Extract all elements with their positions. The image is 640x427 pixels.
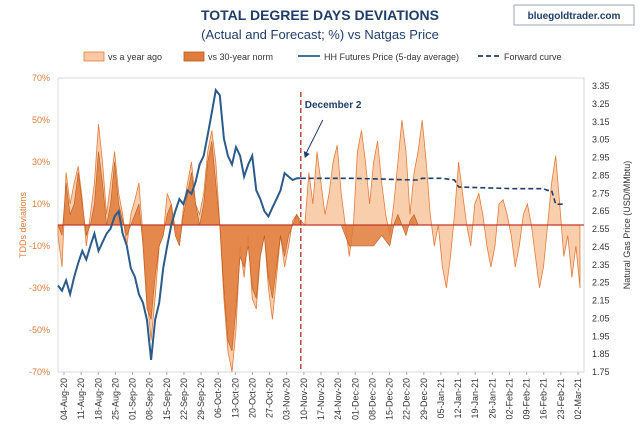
series-vs-30yr-norm-area xyxy=(57,140,419,352)
plot-area: 70% 50% 30% 10% -10% -30% -50% -70% 3.35 3.25 3.15… xyxy=(18,73,632,420)
y2-tick-label: 1.75 xyxy=(592,367,610,377)
x-tick-label: 04-Aug-20 xyxy=(59,378,69,420)
x-tick-label: 16-Feb-21 xyxy=(539,378,549,420)
y2-tick-label: 2.65 xyxy=(592,206,610,216)
legend-forward-curve-label: Forward curve xyxy=(504,52,562,62)
x-tick-label: 19-Jan-21 xyxy=(470,378,480,419)
legend-vs-30yr-norm-swatch xyxy=(183,51,205,62)
y2-tick-label: 2.05 xyxy=(592,313,610,323)
y-tick-label: -70% xyxy=(29,367,50,377)
y2-tick-label: 3.05 xyxy=(592,135,610,145)
x-tick-label: 09-Feb-21 xyxy=(522,378,532,420)
y2-axis-title: Natural Gas Price (USD/MMbtu) xyxy=(622,161,632,290)
annotation-december-2: December 2 xyxy=(305,100,362,111)
x-tick-label: 17-Nov-20 xyxy=(316,378,326,420)
x-tick-label: 08-Sep-20 xyxy=(145,378,155,420)
x-tick-label: 20-Oct-20 xyxy=(247,378,257,418)
x-tick-label: 15-Sep-20 xyxy=(162,378,172,420)
legend-forward-curve: Forward curve xyxy=(478,52,562,62)
x-tick-label: 29-Dec-20 xyxy=(419,378,429,420)
chart-subtitle: (Actual and Forecast; %) vs Natgas Price xyxy=(201,27,439,42)
x-tick-label: 22-Sep-20 xyxy=(179,378,189,420)
x-tick-label: 27-Oct-20 xyxy=(265,378,275,418)
x-tick-label: 12-Jan-21 xyxy=(453,378,463,419)
y-tick-label: -50% xyxy=(29,325,50,335)
y-tick-label: -10% xyxy=(29,241,50,251)
x-tick-label: 05-Jan-21 xyxy=(436,378,446,419)
x-tick-label: 25-Aug-20 xyxy=(110,378,120,420)
x-tick-label: 24-Nov-20 xyxy=(333,378,343,420)
y2-tick-label: 2.15 xyxy=(592,296,610,306)
y2-tick-label: 3.15 xyxy=(592,117,610,127)
annotation-arrow-head xyxy=(303,151,310,158)
x-tick-label: 08-Dec-20 xyxy=(367,378,377,420)
brand-box[interactable]: bluegoldtrader.com xyxy=(513,4,635,26)
annotation-arrow-line xyxy=(304,119,324,157)
y2-tick-label: 1.95 xyxy=(592,331,610,341)
y-tick-label: 10% xyxy=(32,199,50,209)
y2-tick-label: 3.35 xyxy=(592,81,610,91)
x-tick-label: 02-Mar-21 xyxy=(573,378,583,420)
x-tick-label: 26-Jan-21 xyxy=(487,378,497,419)
y2-tick-label: 2.95 xyxy=(592,153,610,163)
y2-tick-label: 2.85 xyxy=(592,170,610,180)
y-axis-title: TDDs deviations xyxy=(18,191,28,258)
legend-vs-30yr-norm: vs 30-year norm xyxy=(183,51,273,62)
x-tick-label: 29-Sep-20 xyxy=(196,378,206,420)
series-hh-futures-price-line xyxy=(57,87,301,361)
x-tick-label: 15-Dec-20 xyxy=(385,378,395,420)
y-tick-label: 30% xyxy=(32,157,50,167)
x-tick-label: 13-Oct-20 xyxy=(230,378,240,418)
y2-tick-label: 2.25 xyxy=(592,278,610,288)
x-tick-label: 06-Oct-20 xyxy=(213,378,223,418)
x-tick-label: 18-Aug-20 xyxy=(93,378,103,420)
y2-tick-label: 2.35 xyxy=(592,260,610,270)
x-tick-label: 02-Feb-21 xyxy=(504,378,514,420)
x-tick-label: 01-Dec-20 xyxy=(350,378,360,420)
brand-label: bluegoldtrader.com xyxy=(528,11,621,22)
y2-tick-label: 3.25 xyxy=(592,99,610,109)
legend-vs-year-ago-label: vs a year ago xyxy=(108,52,162,62)
legend-vs-year-ago-swatch xyxy=(83,51,105,62)
chart-title: TOTAL DEGREE DAYS DEVIATIONS xyxy=(201,7,439,23)
x-tick-label: 23-Feb-21 xyxy=(556,378,566,420)
y2-tick-label: 2.75 xyxy=(592,188,610,198)
x-tick-label: 10-Nov-20 xyxy=(299,378,309,420)
y-tick-label: 70% xyxy=(32,73,50,83)
y2-tick-label: 2.45 xyxy=(592,242,610,252)
x-tick-label: 01-Sep-20 xyxy=(128,378,138,420)
series-vs-year-ago-area xyxy=(57,119,581,373)
x-tick-label: 11-Aug-20 xyxy=(76,378,86,419)
series-forward-curve-line xyxy=(300,177,564,205)
legend-vs-year-ago: vs a year ago xyxy=(83,51,162,62)
x-tick-label: 22-Dec-20 xyxy=(402,378,412,420)
y2-tick-label: 1.85 xyxy=(592,349,610,359)
y-tick-label: -30% xyxy=(29,283,50,293)
y-tick-label: 50% xyxy=(32,115,50,125)
legend-hh-futures-price-label: HH Futures Price (5-day average) xyxy=(324,52,459,62)
x-tick-label: 03-Nov-20 xyxy=(282,378,292,420)
legend-vs-30yr-norm-label: vs 30-year norm xyxy=(208,52,273,62)
y2-tick-label: 2.55 xyxy=(592,224,610,234)
legend: vs a year ago vs 30-year norm HH Futures P… xyxy=(83,51,562,62)
legend-hh-futures-price: HH Futures Price (5-day average) xyxy=(298,52,459,62)
